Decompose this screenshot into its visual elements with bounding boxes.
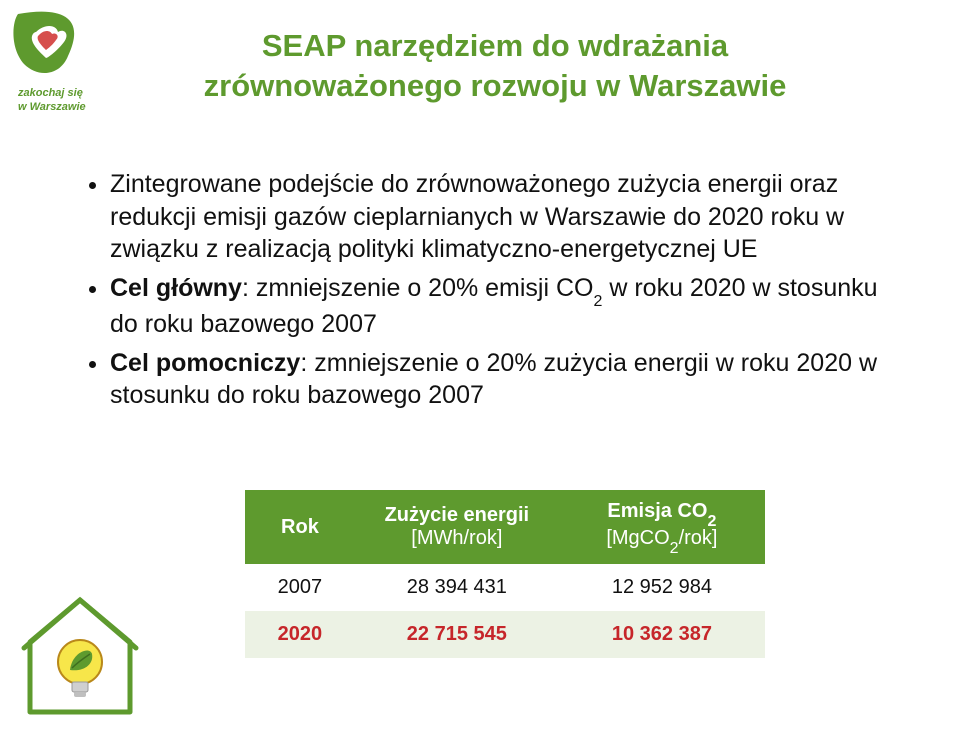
cell-year: 2020 xyxy=(245,611,355,658)
table-row: 2007 28 394 431 12 952 984 xyxy=(245,564,765,611)
th-label: Zużycie energii xyxy=(385,504,530,526)
th-label: Emisja CO xyxy=(607,500,707,522)
title-line-2: zrównoważonego rozwoju w Warszawie xyxy=(204,68,787,103)
data-table: Rok Zużycie energii [MWh/rok] Emisja CO2… xyxy=(245,490,765,658)
slide-body: Zintegrowane podejście do zrównoważonego… xyxy=(70,168,890,418)
logo-text-2: w Warszawie xyxy=(18,101,86,113)
bullet-bold-prefix: Cel pomocniczy xyxy=(110,349,300,377)
bullet-mid: : zmniejszenie o 20% emisji CO xyxy=(242,274,594,302)
warsaw-leaf-logo: zakochaj się w Warszawie xyxy=(8,8,98,128)
cell-energy: 28 394 431 xyxy=(355,564,559,611)
table-header-row: Rok Zużycie energii [MWh/rok] Emisja CO2… xyxy=(245,490,765,564)
bullet-item: Cel pomocniczy: zmniejszenie o 20% zużyc… xyxy=(110,347,890,412)
cell-emission: 12 952 984 xyxy=(559,564,765,611)
table-header-emission: Emisja CO2 [MgCO2/rok] xyxy=(559,490,765,564)
subscript: 2 xyxy=(707,513,716,530)
title-line-1: SEAP narzędziem do wdrażania xyxy=(262,28,728,63)
th-unit-tail: /rok] xyxy=(679,527,718,549)
th-unit-pre: [MgCO xyxy=(606,527,669,549)
bullet-item: Cel główny: zmniejszenie o 20% emisji CO… xyxy=(110,272,890,341)
slide-title: SEAP narzędziem do wdrażania zrównoważon… xyxy=(155,26,835,105)
th-label: Rok xyxy=(281,516,319,538)
logo-text-1: zakochaj się xyxy=(17,87,83,99)
th-unit: [MWh/rok] xyxy=(411,527,502,549)
cell-year: 2007 xyxy=(245,564,355,611)
subscript: 2 xyxy=(670,540,679,557)
cell-emission: 10 362 387 xyxy=(559,611,765,658)
bullet-list: Zintegrowane podejście do zrównoważonego… xyxy=(70,168,890,412)
table-header-energy: Zużycie energii [MWh/rok] xyxy=(355,490,559,564)
eco-house-icon xyxy=(10,582,150,722)
table-row: 2020 22 715 545 10 362 387 xyxy=(245,611,765,658)
table-header-year: Rok xyxy=(245,490,355,564)
bullet-bold-prefix: Cel główny xyxy=(110,274,242,302)
bullet-text: Zintegrowane podejście do zrównoważonego… xyxy=(110,170,844,263)
cell-energy: 22 715 545 xyxy=(355,611,559,658)
bullet-item: Zintegrowane podejście do zrównoważonego… xyxy=(110,168,890,266)
slide: zakochaj się w Warszawie SEAP narzędziem… xyxy=(0,0,960,736)
subscript: 2 xyxy=(593,293,602,310)
